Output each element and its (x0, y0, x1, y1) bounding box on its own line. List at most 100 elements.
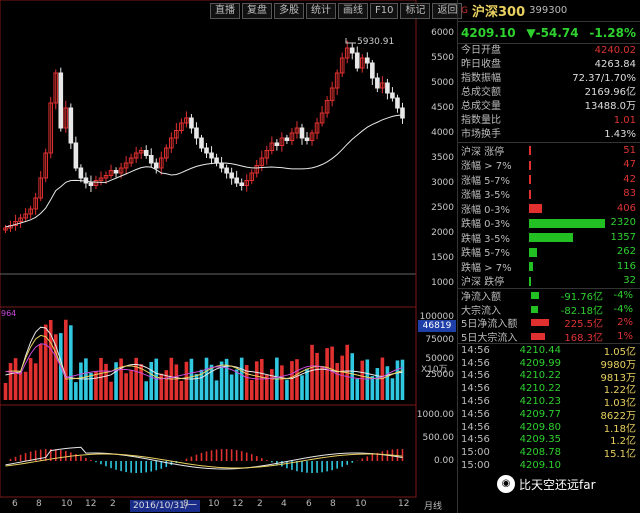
volume-bar (43, 324, 48, 400)
toolbar-button-3[interactable]: 统计 (306, 3, 336, 19)
flow-pct: 2% (617, 317, 633, 329)
tick-row[interactable]: 14:56 4210.23 1.03亿 (458, 395, 640, 409)
tick-row[interactable]: 14:56 4209.80 1.18亿 (458, 421, 640, 435)
flow-bar (531, 332, 545, 340)
breadth-bar (529, 276, 531, 286)
volume-bar (229, 374, 234, 400)
x-axis-label: 10 (208, 499, 220, 509)
breadth-value: 32 (623, 275, 636, 287)
toolbar-button-1[interactable]: 复盘 (242, 3, 272, 19)
volume-bar (315, 352, 319, 400)
period-label[interactable]: 月线 (424, 502, 443, 512)
volume-bar (330, 346, 334, 400)
candle-body (254, 165, 260, 174)
tick-row[interactable]: 15:00 4208.78 15.1亿 (458, 446, 640, 461)
candle-body (309, 132, 315, 141)
breadth-row: 跌幅 0-3% 2320 (458, 216, 640, 230)
toolbar-button-7[interactable]: 返回 (432, 3, 463, 19)
breadth-bar-track (527, 201, 600, 216)
tick-qty: 1.18亿 (603, 423, 636, 435)
breadth-bar (529, 204, 542, 213)
candle-body (344, 47, 350, 59)
tick-qty: 8622万 (600, 410, 636, 422)
candle-body (88, 182, 94, 186)
candle-body (334, 72, 340, 89)
index-name[interactable]: 沪深300 (471, 5, 526, 20)
tick-row[interactable]: 14:56 4209.99 9980万 (458, 357, 640, 371)
candle-body (249, 172, 255, 181)
toolbar-button-6[interactable]: 标记 (400, 3, 431, 19)
price-row: 4209.10 ▼-54.74 -1.28% (458, 22, 640, 44)
candle-body (33, 197, 38, 210)
candle-body (133, 152, 139, 159)
candlestick-chart-svg[interactable] (0, 0, 456, 513)
candle-body (169, 137, 174, 149)
breadth-row: 涨幅 > 7% 47 (458, 158, 640, 173)
volume-bar (395, 360, 400, 400)
tick-row[interactable]: 14:56 4210.44 1.05亿 (458, 344, 640, 358)
flow-bar-track (529, 316, 553, 330)
stat-value: 1.43% (604, 129, 636, 140)
x-axis-label: 2 (110, 499, 116, 509)
watermark-text: 比天空还远far (519, 477, 596, 492)
breadth-value: 47 (623, 159, 636, 171)
candle-body (78, 167, 84, 179)
volume-bar (300, 375, 304, 400)
tick-time: 15:00 (461, 460, 490, 472)
tick-row[interactable]: 14:56 4210.22 1.22亿 (458, 382, 640, 396)
breadth-bar-track (527, 158, 600, 173)
breadth-bar (529, 233, 574, 242)
flow-bar (531, 292, 539, 299)
candle-body (359, 57, 365, 69)
macd-axis-label: 500.00 (422, 433, 455, 443)
candle-body (274, 142, 280, 146)
tick-list[interactable]: 14:56 4210.44 1.05亿 14:56 4209.99 9980万 14:56 4… (458, 344, 640, 472)
breadth-value: 83 (623, 188, 636, 200)
volume-bar (129, 370, 133, 400)
chart-area[interactable]: 直播 复盘 多股 统计 画线 F10 标记 返回 5930.91 964 46819 X10万… (0, 0, 463, 513)
volume-current-marker: 46819 (418, 320, 456, 332)
tick-price: 4209.99 (519, 357, 561, 369)
toolbar-button-5[interactable]: F10 (370, 3, 399, 19)
tick-qty: 15.1亿 (603, 449, 636, 461)
tick-row[interactable]: 14:56 4210.22 9813万 (458, 370, 640, 383)
tick-time: 14:56 (461, 370, 490, 382)
toolbar-button-0[interactable]: 直播 (210, 3, 240, 19)
candle-body (209, 152, 214, 159)
tick-row[interactable]: 14:56 4209.77 8622万 (458, 408, 640, 422)
flow-label: 5日净流入额 (461, 319, 518, 331)
candle-body (269, 142, 275, 151)
macd-axis-label: 0.00 (433, 456, 454, 466)
flow-bar (531, 319, 549, 326)
volume-bar (390, 378, 395, 400)
candle-body (18, 217, 23, 222)
toolbar-button-4[interactable]: 画线 (338, 3, 368, 19)
volume-bar (194, 374, 199, 400)
flow-row: 净流入额 -91.76亿 -4% (458, 289, 640, 303)
volume-bar (134, 357, 138, 400)
candle-body (319, 112, 325, 124)
candle-body (148, 155, 154, 164)
candle-body (204, 147, 209, 154)
tick-time: 14:56 (461, 408, 490, 420)
volume-bar (204, 357, 209, 400)
volume-bar (265, 374, 269, 400)
flow-bar-track (529, 303, 553, 317)
macd-dif-line (5, 446, 403, 470)
tick-price: 4210.22 (519, 370, 561, 382)
candle-body (314, 122, 320, 134)
breadth-label: 涨幅 5-7% (461, 175, 511, 187)
breadth-bar (529, 175, 531, 184)
volume-bar (149, 362, 154, 400)
tick-qty: 1.05亿 (603, 346, 636, 358)
volume-bar (270, 369, 274, 400)
tick-row[interactable]: 15:00 4209.10 (458, 459, 640, 472)
tick-price: 4209.80 (519, 421, 561, 433)
volume-bar (18, 372, 23, 400)
stat-value: 2169.96亿 (584, 87, 636, 98)
price-axis-label: 4500 (431, 103, 454, 113)
toolbar-button-2[interactable]: 多股 (274, 3, 304, 19)
tick-row[interactable]: 14:56 4209.35 1.2亿 (458, 434, 640, 447)
breadth-row: 跌幅 5-7% 262 (458, 245, 640, 259)
candle-body (294, 127, 300, 134)
